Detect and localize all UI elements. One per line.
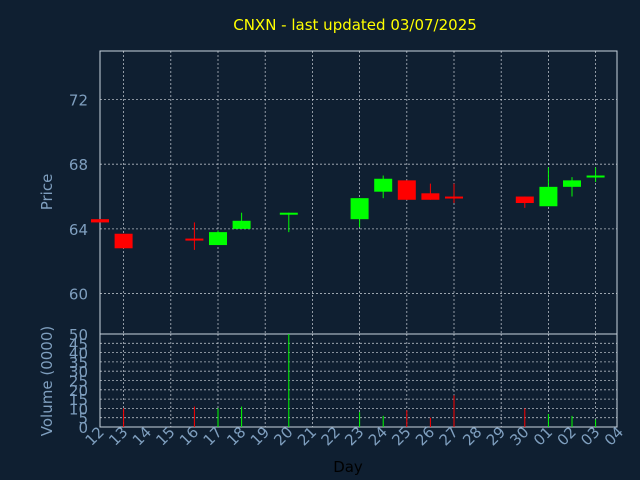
price-tick-label: 60 [69, 286, 88, 304]
volume-tick-label: 30 [69, 363, 88, 381]
candle-27 [445, 183, 463, 204]
candle-20 [279, 212, 298, 233]
volume-tick-label: 25 [69, 373, 88, 391]
candle-body [232, 220, 251, 229]
candle-17 [209, 230, 227, 246]
candle-30 [515, 196, 534, 208]
volume-tick-label: 20 [69, 382, 88, 400]
volume-tick-label: 35 [69, 354, 88, 372]
volume-tick-label: 45 [69, 335, 88, 353]
candle-24 [374, 175, 393, 199]
candle-body [279, 212, 298, 215]
candle-body [421, 193, 440, 200]
candle-23 [350, 198, 369, 228]
candle-body [563, 180, 581, 187]
volume-tick-label: 40 [69, 345, 88, 363]
candle-02 [563, 177, 581, 197]
candle-body [114, 233, 133, 249]
candle-body [374, 178, 393, 192]
candle-body [515, 196, 534, 204]
price-tick-label: 72 [69, 92, 88, 110]
candle-03 [586, 167, 605, 182]
candle-body [209, 232, 227, 246]
candle-body [91, 219, 109, 223]
candle-12 [91, 219, 109, 223]
price-tick-label: 64 [69, 221, 88, 239]
volume-tick-label: 0 [78, 419, 88, 437]
candle-body [397, 180, 416, 200]
candle-26 [421, 183, 440, 200]
volume-tick-label: 5 [78, 410, 88, 428]
volume-tick-label: 10 [69, 400, 88, 418]
candle-18 [232, 212, 251, 229]
candle-01 [539, 167, 558, 207]
x-axis-label: Day [333, 458, 363, 476]
volume-axis-label: Volume (0000) [38, 326, 56, 436]
volume-tick-label: 15 [69, 391, 88, 409]
volume-tick-label: 50 [69, 326, 88, 344]
candle-body [445, 196, 463, 199]
candle-25 [397, 180, 416, 200]
candle-body [586, 175, 605, 178]
candle-body [350, 198, 369, 220]
price-panel: 60 64 68 72 [69, 50, 618, 335]
candle-body [185, 238, 204, 241]
price-axis-label: Price [38, 174, 56, 211]
candle-16 [185, 222, 204, 250]
x-axis: 1213141516171819202122232425262728293001… [82, 423, 627, 449]
candle-body [539, 186, 558, 207]
price-tick-label: 68 [69, 156, 88, 174]
candle-13 [114, 233, 133, 249]
chart-title: CNXN - last updated 03/07/2025 [233, 16, 477, 34]
